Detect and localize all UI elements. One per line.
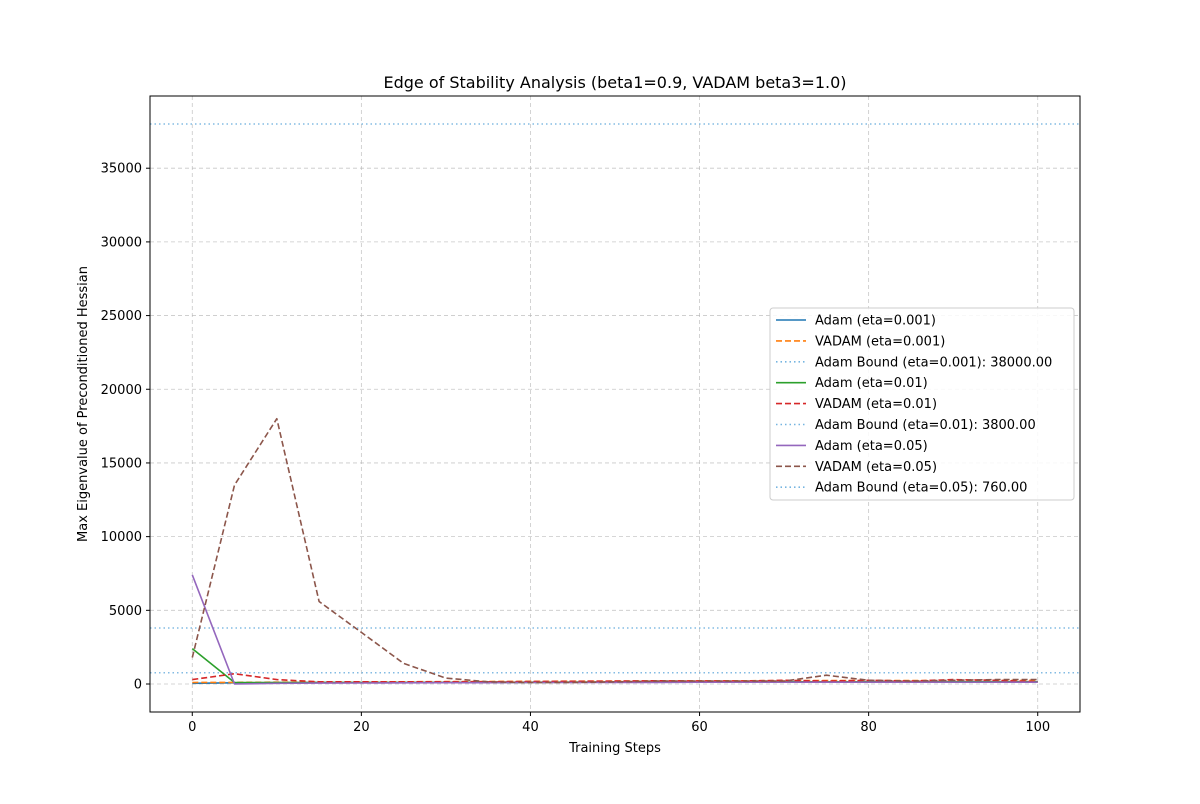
plot-frame xyxy=(149,95,1081,713)
x-tick-label: 40 xyxy=(522,720,539,735)
x-ticks: 0 20 40 60 80 100 xyxy=(188,712,1050,735)
y-tick-label: 20000 xyxy=(101,383,142,398)
x-tick-label: 0 xyxy=(188,720,196,735)
y-tick-label: 35000 xyxy=(101,162,142,177)
legend-label-1: VADAM (eta=0.001) xyxy=(815,334,945,349)
legend-label-0: Adam (eta=0.001) xyxy=(815,314,936,329)
x-tick-label: 60 xyxy=(691,720,708,735)
chart-title: Edge of Stability Analysis (beta1=0.9, V… xyxy=(383,73,846,92)
legend-label-8: Adam Bound (eta=0.05): 760.00 xyxy=(815,481,1027,496)
x-tick-label: 100 xyxy=(1025,720,1050,735)
y-axis-label: Max Eigenvalue of Preconditioned Hessian xyxy=(76,266,91,542)
legend-label-7: VADAM (eta=0.05) xyxy=(815,460,937,475)
x-tick-label: 80 xyxy=(860,720,877,735)
legend: Adam (eta=0.001) VADAM (eta=0.001) Adam Bo… xyxy=(769,307,1075,501)
series-line-6 xyxy=(191,574,1038,685)
y-tick-label: 5000 xyxy=(109,604,142,619)
y-tick-label: 0 xyxy=(134,678,142,693)
legend-label-6: Adam (eta=0.05) xyxy=(815,439,928,454)
y-tick-label: 15000 xyxy=(101,456,142,471)
y-tick-label: 30000 xyxy=(101,235,142,250)
bound-lines-layer xyxy=(150,123,1080,674)
legend-box xyxy=(769,307,1075,501)
grid-layer xyxy=(150,96,1080,712)
series-layer xyxy=(191,417,1038,685)
x-tick-label: 20 xyxy=(353,720,370,735)
y-ticks: 0 5000 10000 15000 20000 25000 30000 35000 xyxy=(101,162,150,693)
x-axis-label: Training Steps xyxy=(568,741,661,756)
legend-label-5: Adam Bound (eta=0.01): 3800.00 xyxy=(815,418,1036,433)
y-tick-label: 10000 xyxy=(101,530,142,545)
legend-label-2: Adam Bound (eta=0.001): 38000.00 xyxy=(815,355,1052,370)
legend-label-4: VADAM (eta=0.01) xyxy=(815,397,937,412)
y-tick-label: 25000 xyxy=(101,309,142,324)
legend-label-3: Adam (eta=0.01) xyxy=(815,376,928,391)
series-line-7 xyxy=(191,417,1038,684)
